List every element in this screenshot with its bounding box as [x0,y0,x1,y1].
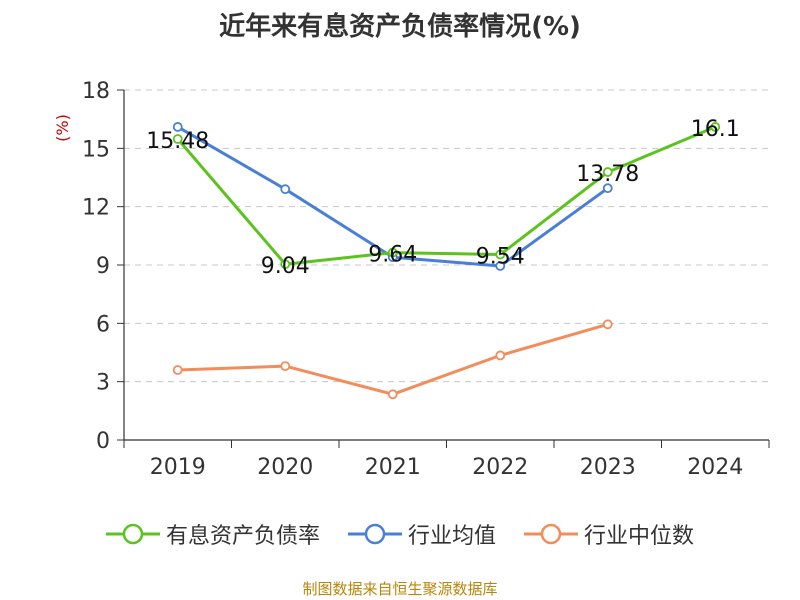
legend-label: 行业均值 [407,524,496,549]
legend-marker-icon [524,523,578,545]
data-point [172,122,183,132]
legend: 有息资产负债率 行业均值 行业中位数 [0,518,800,550]
y-axis-label: (%) [53,114,72,142]
data-label: 9.54 [476,245,525,270]
legend-item[interactable]: 有息资产负债率 [105,518,320,550]
legend-label: 有息资产负债率 [165,524,320,549]
y-tick-label: 18 [82,79,110,104]
y-tick-label: 3 [96,371,110,396]
data-label: 15.48 [146,129,209,154]
x-tick-label: 2023 [580,455,636,480]
y-tick-label: 0 [96,429,110,454]
data-label: 9.64 [368,243,417,268]
data-point [387,247,398,258]
data-point [387,389,398,400]
data-point [172,134,183,144]
series-line [176,125,716,266]
data-point [602,167,613,177]
data-point [710,122,721,132]
x-tick-label: 2024 [687,455,743,480]
legend-marker-icon [105,523,160,545]
legend-marker-icon [347,523,402,545]
data-point [280,361,291,372]
legend-label: 行业中位数 [584,524,695,549]
data-label: 13.78 [576,162,639,187]
data-label: 16.1 [691,117,740,142]
y-tick-label: 15 [82,137,110,162]
x-tick-label: 2020 [257,455,313,480]
data-point [495,350,506,361]
x-tick-label: 2019 [150,455,206,480]
y-tick-label: 6 [96,312,110,337]
source-note: 制图数据来自恒生聚源数据库 [302,580,498,598]
y-tick-label: 12 [82,196,110,221]
data-point [495,249,506,260]
x-tick-label: 2022 [472,455,528,480]
legend-item[interactable]: 行业中位数 [524,518,694,550]
data-point [602,319,613,330]
series-line [177,322,609,396]
y-tick-label: 9 [96,254,110,279]
x-tick-label: 2021 [365,455,421,480]
data-point [280,259,291,270]
data-label: 9.04 [261,254,310,279]
data-point [280,184,291,195]
legend-item[interactable]: 行业均值 [347,518,496,550]
data-point [172,365,183,375]
data-point [602,183,613,194]
chart-title: 近年来有息资产负债率情况(%) [219,12,581,42]
data-point [495,261,506,271]
